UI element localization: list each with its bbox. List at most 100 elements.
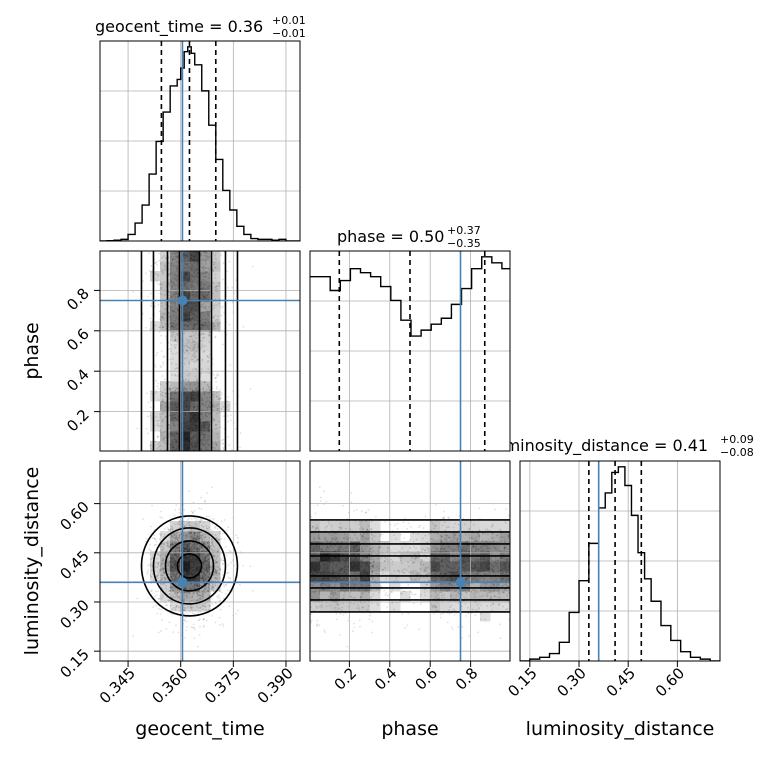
- sample-point: [183, 572, 185, 575]
- sample-point: [171, 402, 174, 405]
- sample-point: [190, 547, 192, 550]
- sample-point: [174, 403, 177, 406]
- sample-point: [212, 403, 215, 406]
- sample-point: [213, 307, 216, 309]
- sample-point: [185, 406, 187, 408]
- sample-point: [196, 328, 199, 331]
- sample-point: [200, 412, 203, 415]
- sample-point: [194, 389, 197, 391]
- sample-point: [193, 510, 196, 512]
- sample-point: [208, 273, 211, 276]
- sample-point: [191, 558, 193, 561]
- sample-point: [215, 537, 218, 540]
- sample-point: [210, 568, 212, 571]
- sample-point: [201, 267, 204, 269]
- sample-point: [196, 251, 199, 253]
- sample-point: [191, 595, 194, 598]
- sample-point: [175, 546, 178, 549]
- sample-point: [186, 266, 189, 269]
- sample-point: [168, 387, 171, 389]
- sample-point: [185, 399, 188, 402]
- sample-point: [183, 283, 186, 286]
- sample-point: [217, 403, 219, 406]
- density-cell: [160, 301, 171, 312]
- sample-point: [190, 408, 193, 410]
- sample-point: [194, 324, 197, 326]
- sample-point: [187, 280, 190, 283]
- sample-point: [193, 406, 196, 409]
- sample-point: [195, 558, 198, 561]
- sample-point: [185, 575, 188, 577]
- sample-point: [195, 417, 198, 420]
- sample-point: [152, 579, 155, 582]
- sample-point: [176, 334, 179, 337]
- density-cell: [160, 431, 171, 442]
- sample-point: [218, 449, 221, 451]
- sample-point: [183, 445, 186, 447]
- sample-point: [193, 271, 196, 274]
- sample-point: [167, 599, 170, 602]
- sample-point: [174, 534, 176, 537]
- sample-point: [228, 549, 231, 552]
- sample-point: [196, 583, 199, 586]
- sample-point: [205, 441, 208, 444]
- sample-point: [200, 433, 202, 436]
- sample-point: [193, 637, 196, 640]
- sample-point: [205, 307, 207, 310]
- sample-point: [145, 537, 148, 540]
- sample-point: [201, 272, 204, 275]
- sample-point: [201, 259, 203, 262]
- sample-point: [160, 302, 163, 304]
- sample-point: [212, 304, 215, 307]
- density-cell: [480, 601, 491, 612]
- sample-point: [207, 558, 210, 561]
- sample-point: [212, 391, 215, 393]
- sample-point: [160, 425, 163, 428]
- sample-point: [206, 571, 209, 574]
- sample-point: [183, 293, 186, 296]
- sample-point: [189, 397, 192, 400]
- density-cell: [400, 541, 411, 552]
- sample-point: [203, 561, 205, 563]
- sample-point: [162, 542, 165, 545]
- sample-point: [186, 277, 189, 280]
- sample-point: [196, 561, 199, 564]
- sample-point: [189, 531, 192, 534]
- sample-point: [157, 446, 160, 449]
- sample-point: [194, 609, 197, 612]
- sample-point: [186, 545, 189, 547]
- sample-point: [189, 421, 192, 423]
- sample-point: [178, 553, 181, 556]
- sample-point: [175, 535, 178, 538]
- sample-point: [168, 566, 171, 569]
- sample-point: [210, 587, 213, 590]
- sample-point: [175, 283, 178, 286]
- sample-point: [189, 535, 192, 538]
- sample-point: [200, 496, 202, 499]
- sample-point: [199, 281, 202, 284]
- sample-point: [189, 314, 192, 316]
- sample-point: [215, 376, 218, 379]
- sample-point: [169, 586, 172, 589]
- sample-point: [176, 278, 179, 281]
- sample-point: [201, 305, 204, 308]
- sample-point: [210, 539, 213, 541]
- sample-point: [213, 447, 216, 449]
- sample-point: [188, 260, 191, 262]
- sample-point: [170, 557, 173, 559]
- sample-point: [202, 572, 205, 575]
- sample-point: [184, 256, 186, 259]
- sample-point: [249, 387, 252, 390]
- title-phase-upper: +0.37: [447, 224, 481, 237]
- sample-point: [203, 381, 206, 383]
- sample-point: [196, 535, 199, 538]
- sample-point: [165, 416, 167, 419]
- sample-point: [202, 402, 205, 405]
- sample-point: [174, 576, 177, 579]
- sample-point: [222, 262, 225, 265]
- sample-point: [195, 315, 197, 318]
- sample-point: [190, 391, 193, 394]
- sample-point: [187, 427, 190, 430]
- sample-point: [187, 550, 190, 553]
- sample-point: [161, 574, 164, 577]
